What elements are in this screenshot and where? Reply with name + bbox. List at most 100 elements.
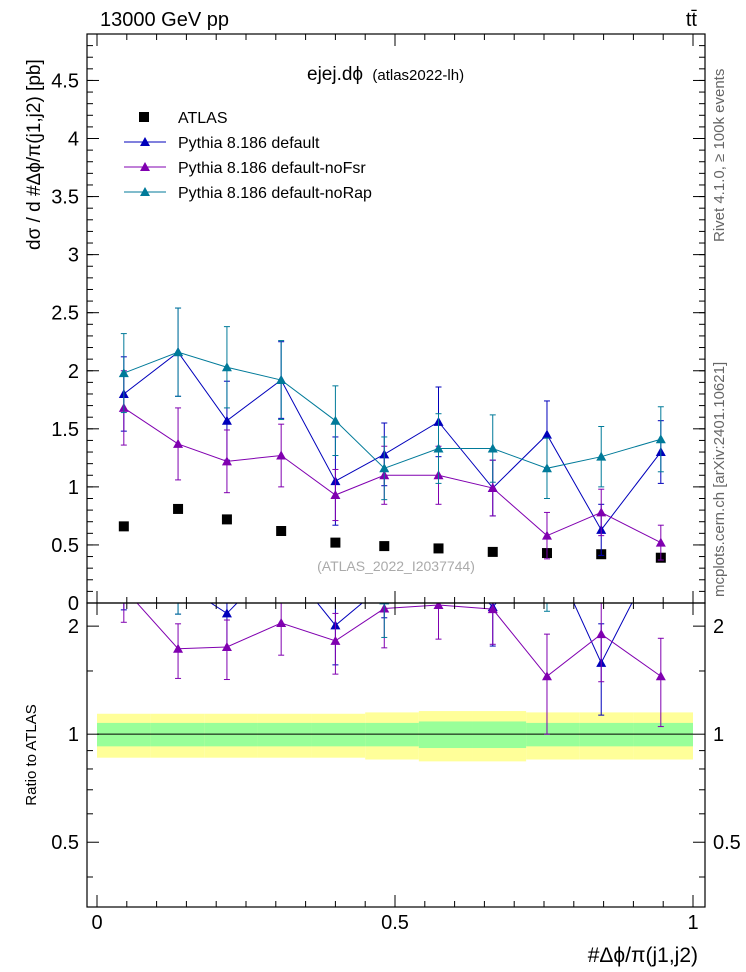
series-3 — [118, 307, 666, 501]
x-tick-label: 0 — [91, 912, 102, 934]
plot-title: ejej.dϕ (atlas2022-lh) — [307, 64, 464, 85]
series-line — [123, 351, 661, 469]
legend: ATLAS Pythia 8.186 default Pythia 8.186 de… — [124, 110, 372, 202]
ratio-point — [596, 558, 606, 567]
data-point — [330, 490, 341, 500]
ratio-band-inner — [418, 721, 473, 749]
ratio-y-tick-label-right: 1 — [713, 724, 724, 746]
atlas-point — [379, 541, 390, 552]
ratio-point — [119, 573, 129, 582]
ratio-point — [222, 568, 232, 577]
data-point — [221, 456, 232, 466]
atlas-point — [118, 521, 129, 532]
main-panel: 0 0.5 1 1.5 2 2.5 3 3.5 4 4.5 ejej.dϕ (atlas2022-… — [24, 33, 706, 615]
data-point — [118, 368, 129, 378]
ratio-point — [173, 577, 183, 586]
ratio-band-inner — [472, 721, 527, 749]
data-point — [596, 507, 607, 517]
series-line — [123, 407, 662, 544]
ratio-point — [655, 671, 666, 681]
series-line — [123, 351, 662, 531]
ratio-point — [276, 553, 286, 562]
atlas-point — [330, 537, 341, 548]
ratio-point — [542, 574, 552, 583]
data-point — [221, 362, 232, 372]
ratio-point — [173, 643, 184, 653]
ratio-point — [221, 608, 232, 618]
ratio-point — [379, 580, 389, 589]
legend-label: Pythia 8.186 default-noFsr — [178, 160, 366, 177]
data-point — [541, 429, 552, 439]
y-tick-label: 3.5 — [51, 187, 79, 209]
legend-label: ATLAS — [178, 110, 228, 127]
data-point — [173, 347, 184, 357]
ratio-point — [221, 641, 232, 651]
y-tick-label: 2 — [68, 361, 79, 383]
ratio-point — [541, 671, 552, 681]
y-tick-label: 4 — [68, 129, 79, 151]
data-point — [330, 415, 341, 425]
data-point — [433, 443, 444, 453]
ratio-panel: 0.5 0.51 12 20 0.5 1 Ratio to ATLAS — [23, 553, 741, 934]
y-tick-label: 0.5 — [51, 535, 79, 557]
ratio-point — [596, 629, 607, 639]
atlas-point — [221, 514, 232, 525]
x-tick-label: 0.5 — [381, 912, 409, 934]
legend-label: Pythia 8.186 default-noRap — [178, 185, 372, 202]
ratio-y-tick-label: 2 — [68, 616, 79, 638]
mcplots-label: mcplots.cern.ch [arXiv:2401.10621] — [711, 362, 728, 597]
ratio-point — [330, 635, 341, 645]
y-tick-label: 4.5 — [51, 70, 79, 92]
data-point — [655, 434, 666, 444]
ratio-series-0 — [119, 553, 633, 716]
series-0 — [118, 503, 666, 563]
ratio-y-tick-label: 0.5 — [51, 832, 79, 854]
y-tick-label: 0 — [68, 593, 79, 615]
data-point — [655, 537, 666, 547]
legend-marker — [140, 162, 150, 171]
ratio-point — [119, 583, 129, 592]
data-point — [276, 375, 287, 385]
atlas-point — [487, 546, 498, 557]
atlas-point — [433, 543, 444, 554]
rivet-label: Rivet 4.1.0, ≥ 100k events — [711, 69, 728, 242]
ratio-point — [276, 618, 287, 628]
x-tick-label: 1 — [687, 912, 698, 934]
plot-title-sub: (atlas2022-lh) — [372, 67, 464, 84]
data-point — [596, 451, 607, 461]
y-tick-label: 3 — [68, 245, 79, 267]
ratio-point — [173, 577, 183, 586]
ratio-point — [276, 553, 286, 562]
y-tick-label: 1 — [68, 477, 79, 499]
data-point — [541, 530, 552, 540]
legend-label: Pythia 8.186 default — [178, 135, 320, 152]
ratio-y-tick-label: 1 — [68, 724, 79, 746]
data-point — [487, 483, 498, 493]
watermark: (ATLAS_2022_I2037744) — [317, 558, 475, 574]
data-point — [173, 438, 184, 448]
data-point — [221, 415, 232, 425]
legend-marker — [139, 112, 149, 122]
data-point — [487, 443, 498, 453]
legend-marker — [140, 137, 150, 146]
ratio-point — [488, 557, 498, 566]
plot-title-main: ejej.dϕ — [307, 64, 363, 85]
y-tick-label: 2.5 — [51, 303, 79, 325]
process-label: tt̄ — [686, 9, 698, 31]
ratio-series-2 — [119, 553, 606, 638]
ratio-y-tick-label-right: 2 — [713, 616, 724, 638]
x-axis-label: #Δϕ/π(j1,j2) — [588, 944, 698, 967]
y-tick-label: 1.5 — [51, 419, 79, 441]
data-point — [379, 463, 390, 473]
ratio-y-tick-label-right: 0.5 — [713, 832, 741, 854]
data-point — [541, 463, 552, 473]
ratio-series-1 — [119, 583, 666, 735]
ratio-point — [119, 558, 129, 567]
atlas-point — [276, 526, 287, 537]
series-1 — [118, 307, 666, 556]
energy-label: 13000 GeV pp — [100, 9, 229, 31]
y-axis-label-main: dσ / d #Δϕ/π(j1,j2) [pb] — [24, 59, 45, 250]
y-axis-label-ratio: Ratio to ATLAS — [23, 704, 40, 805]
data-point — [276, 450, 287, 460]
